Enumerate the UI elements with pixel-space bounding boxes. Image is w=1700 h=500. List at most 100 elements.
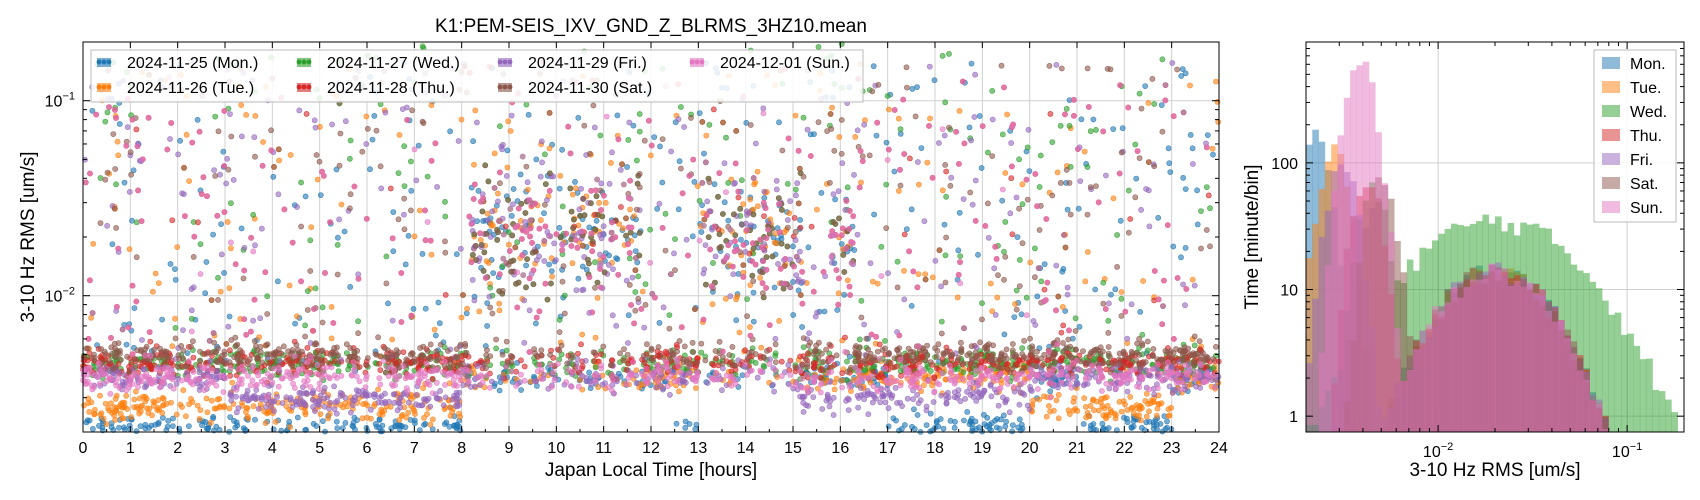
data-point — [390, 209, 397, 215]
data-point — [999, 197, 1006, 204]
data-point — [1124, 419, 1131, 426]
data-point — [542, 151, 548, 158]
data-point — [424, 347, 431, 354]
data-point — [496, 300, 503, 307]
data-point — [419, 250, 426, 257]
data-point — [485, 178, 492, 185]
data-point — [420, 385, 426, 391]
data-point — [1128, 405, 1135, 412]
data-point — [1128, 424, 1135, 431]
data-point — [440, 402, 447, 409]
data-point — [302, 193, 309, 200]
data-point — [1112, 415, 1119, 422]
data-point — [111, 205, 118, 212]
data-point — [1179, 66, 1186, 72]
data-point — [395, 399, 402, 406]
data-point — [412, 411, 418, 417]
data-point — [576, 206, 583, 213]
data-point — [1116, 398, 1123, 405]
data-point — [275, 191, 282, 198]
data-point — [800, 408, 807, 415]
data-point — [829, 104, 835, 111]
data-point — [183, 131, 190, 138]
data-point — [623, 366, 630, 373]
data-point — [812, 360, 819, 367]
data-point — [626, 255, 633, 262]
data-point — [903, 226, 910, 233]
data-point — [656, 200, 663, 207]
data-point — [1174, 66, 1181, 73]
data-point — [134, 405, 141, 412]
data-point — [480, 267, 487, 274]
data-point — [226, 359, 233, 366]
data-point — [215, 128, 222, 135]
data-point — [659, 136, 666, 142]
data-point — [258, 225, 265, 232]
data-point — [496, 123, 503, 130]
data-point — [267, 399, 274, 405]
data-point — [238, 102, 245, 108]
data-point — [844, 358, 850, 365]
data-point — [842, 334, 848, 341]
data-point — [1118, 295, 1125, 302]
data-point — [929, 274, 936, 281]
data-point — [436, 320, 443, 327]
data-point — [575, 350, 581, 357]
data-point — [891, 355, 898, 362]
data-point — [627, 206, 633, 213]
data-point — [1084, 164, 1091, 170]
data-point — [1191, 362, 1197, 369]
data-point — [421, 414, 427, 421]
data-point — [1107, 66, 1114, 73]
data-point — [170, 415, 176, 422]
data-point — [981, 421, 988, 427]
data-point — [949, 351, 956, 358]
data-point — [692, 306, 698, 313]
data-point — [334, 234, 341, 241]
data-point — [121, 179, 128, 186]
data-point — [681, 124, 687, 130]
data-point — [151, 346, 157, 353]
data-point — [549, 273, 555, 280]
data-point — [712, 253, 719, 260]
data-point — [979, 300, 985, 307]
data-point — [738, 236, 744, 243]
data-point — [1032, 245, 1038, 252]
data-point — [752, 140, 759, 147]
data-point — [132, 363, 139, 369]
data-point — [441, 421, 448, 427]
data-point — [471, 297, 478, 304]
data-point — [453, 392, 460, 399]
data-point — [608, 159, 614, 166]
data-point — [136, 410, 143, 417]
data-point — [1167, 169, 1174, 175]
data-point — [1075, 205, 1082, 212]
data-point — [124, 405, 130, 412]
data-point — [620, 225, 626, 232]
data-point — [1128, 301, 1135, 308]
data-point — [875, 81, 882, 88]
data-point — [172, 315, 178, 322]
data-point — [972, 349, 979, 356]
data-point — [270, 173, 277, 180]
data-point — [1062, 244, 1069, 251]
data-point — [385, 300, 391, 307]
data-point — [1016, 401, 1023, 408]
data-point — [514, 239, 521, 245]
data-point — [666, 312, 673, 318]
data-point — [190, 284, 197, 291]
data-point — [923, 407, 930, 414]
data-point — [420, 343, 427, 350]
data-point — [915, 159, 921, 165]
data-point — [293, 313, 300, 320]
data-point — [494, 198, 501, 205]
data-point — [1066, 122, 1073, 129]
data-point — [960, 196, 967, 202]
data-point — [986, 425, 993, 432]
data-point — [302, 333, 308, 340]
data-point — [486, 293, 493, 300]
data-point — [1043, 413, 1050, 420]
data-point — [1159, 128, 1166, 135]
data-point — [696, 197, 703, 204]
data-point — [740, 262, 747, 268]
